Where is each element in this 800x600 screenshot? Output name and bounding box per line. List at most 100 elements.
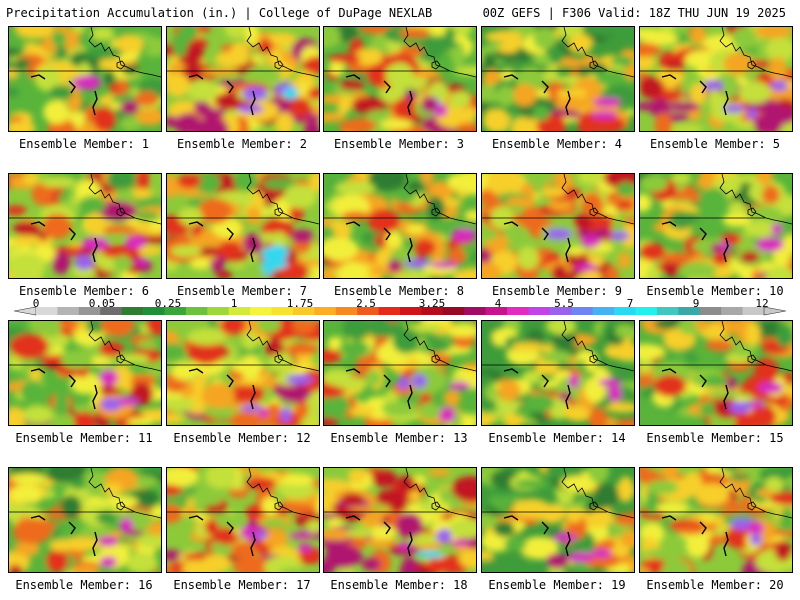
colorbar-segment <box>357 307 379 315</box>
colorbar-tick-label: 0 <box>32 297 40 310</box>
precip-blob <box>187 79 218 102</box>
precip-max-blob <box>725 378 737 391</box>
lake-outline <box>431 354 441 364</box>
precip-blob <box>324 237 359 261</box>
precip-max-blob <box>81 237 110 250</box>
precip-blob <box>324 393 350 418</box>
river-line <box>503 515 519 521</box>
precip-blob <box>756 174 774 185</box>
precip-blob <box>194 174 221 194</box>
precip-blob <box>233 174 258 193</box>
precip-blob <box>9 333 49 360</box>
precip-max-blob <box>563 110 582 119</box>
colorbar-segment <box>678 307 701 315</box>
precip-blob <box>341 211 371 222</box>
precip-field <box>9 321 161 425</box>
precip-max-blob <box>119 518 134 532</box>
precip-blob <box>77 526 114 537</box>
precip-blob <box>545 321 577 335</box>
coastline <box>246 468 319 519</box>
precip-blob <box>482 52 496 71</box>
ensemble-member-label: Ensemble Member: 3 <box>333 137 465 151</box>
river-line <box>383 374 391 388</box>
precip-blob <box>348 468 367 485</box>
precip-blob <box>205 519 219 536</box>
precip-max-blob <box>747 521 764 535</box>
precip-blob <box>405 224 426 234</box>
precip-blob <box>511 498 551 519</box>
precip-blob <box>9 485 42 503</box>
precip-blob <box>73 330 103 347</box>
coastline <box>719 174 792 225</box>
colorbar-segment <box>121 307 144 315</box>
precip-max-blob <box>98 536 118 547</box>
precip-map <box>482 27 634 131</box>
ensemble-member-label: Ensemble Member: 9 <box>491 284 623 298</box>
precip-blob <box>707 390 741 400</box>
precip-blob <box>10 473 46 484</box>
precip-blob <box>392 327 421 354</box>
precip-blob <box>381 401 419 417</box>
ensemble-member-label: Ensemble Member: 5 <box>649 137 781 151</box>
river-line <box>565 531 571 557</box>
precip-max-blob <box>258 407 269 418</box>
precip-blob <box>611 217 625 237</box>
precip-blob <box>51 31 67 47</box>
precip-blob <box>189 258 211 270</box>
precip-blob <box>103 482 123 496</box>
precip-blob <box>705 468 724 474</box>
precip-blob <box>15 541 40 556</box>
lake-outline <box>274 60 284 70</box>
precip-map <box>9 27 161 131</box>
river-line <box>699 80 707 94</box>
precip-blob <box>497 43 519 54</box>
precip-blob <box>542 70 560 79</box>
precip-map <box>640 27 792 131</box>
precip-blob <box>263 375 276 389</box>
precip-blob <box>654 112 673 131</box>
precip-blob <box>762 106 792 125</box>
precip-field <box>640 321 792 425</box>
precip-blob <box>9 407 28 425</box>
precip-blob <box>42 213 72 240</box>
precip-max-blob <box>755 237 784 252</box>
precip-blob <box>743 220 777 238</box>
colorbar-right-arrow <box>763 306 787 316</box>
precip-blob <box>215 270 233 278</box>
precip-blob <box>641 32 678 46</box>
precip-blob <box>346 117 377 131</box>
ensemble-map-panel <box>166 467 320 573</box>
precip-blob <box>385 62 415 89</box>
precip-blob <box>482 262 501 278</box>
precip-blob <box>306 519 319 533</box>
precip-blob <box>266 32 297 46</box>
ensemble-member-label: Ensemble Member: 17 <box>173 578 311 592</box>
precip-blob <box>116 353 150 364</box>
precip-max-blob <box>770 80 788 91</box>
precip-blob <box>452 268 476 278</box>
precip-blob <box>447 325 476 338</box>
precip-max-blob <box>568 374 580 389</box>
precip-blob <box>307 87 319 100</box>
precip-blob <box>554 174 573 191</box>
precip-blob <box>662 468 678 480</box>
precip-map <box>324 468 476 572</box>
precip-blob <box>261 496 279 516</box>
precip-blob <box>233 555 272 572</box>
precip-blob <box>93 106 116 131</box>
ensemble-map-panel <box>639 26 793 132</box>
precip-blob <box>764 265 792 278</box>
precip-blob <box>654 374 687 397</box>
precip-blob <box>14 58 31 69</box>
lake-outline <box>116 207 126 217</box>
precip-blob <box>414 238 436 256</box>
precip-blob <box>447 247 466 265</box>
precip-blob <box>309 174 319 192</box>
ensemble-map-panel <box>481 173 635 279</box>
precip-max-blob <box>100 397 122 411</box>
precip-blob <box>69 373 102 395</box>
precip-blob <box>511 342 545 352</box>
precip-blob <box>618 252 632 269</box>
precip-blob <box>365 537 398 548</box>
precip-blob <box>327 54 362 63</box>
